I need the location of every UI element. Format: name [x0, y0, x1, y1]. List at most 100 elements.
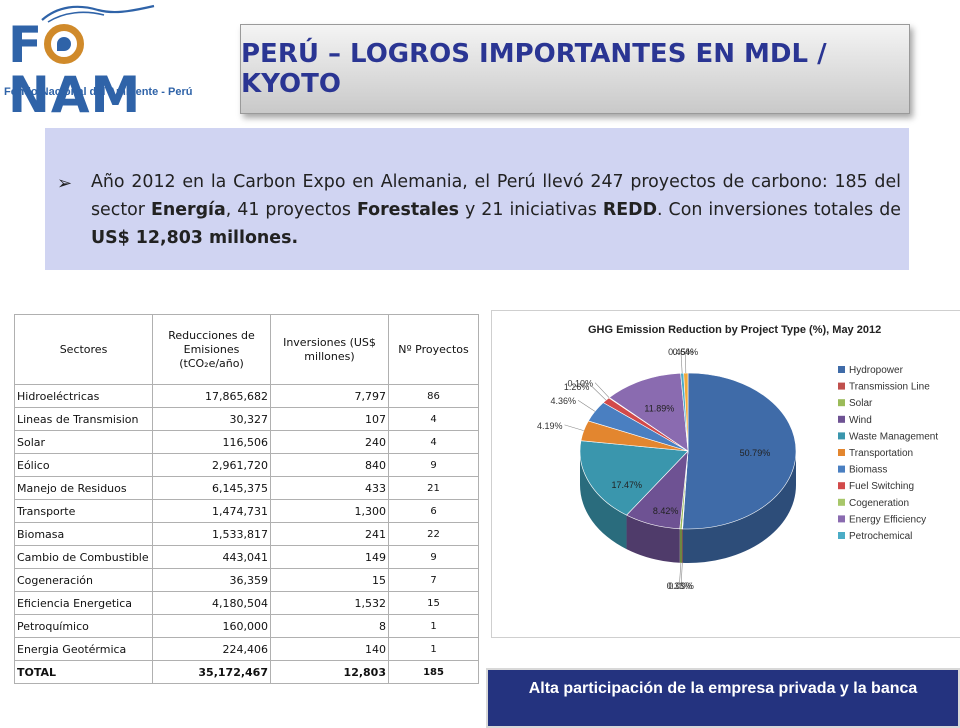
legend-swatch: [838, 532, 845, 539]
leader-line: [591, 386, 606, 400]
cell-reduction: 1,474,731: [153, 500, 271, 523]
pie-side-slice: [680, 529, 682, 563]
pie-side-slice: [682, 529, 683, 563]
legend-entry: Fuel Switching: [849, 481, 914, 492]
slice-value-label: 50.79%: [740, 448, 771, 458]
globe-icon: [44, 24, 84, 64]
cell-sector: Solar: [15, 431, 153, 454]
cell-investment: 107: [271, 408, 389, 431]
cell-investment: 149: [271, 546, 389, 569]
legend-entry: Biomass: [849, 465, 887, 476]
table-header-row: Sectores Reducciones de Emisiones (tCO₂e…: [15, 315, 479, 385]
cell-investment: 433: [271, 477, 389, 500]
legend-entry: Energy Efficiency: [849, 514, 926, 525]
cell-reduction: 443,041: [153, 546, 271, 569]
cell-sector: Cogeneración: [15, 569, 153, 592]
cell-reduction: 4,180,504: [153, 592, 271, 615]
cell-sector: Lineas de Transmision: [15, 408, 153, 431]
cell-investment: 240: [271, 431, 389, 454]
chart-title: GHG Emission Reduction by Project Type (…: [588, 324, 881, 336]
cell-sector: Biomasa: [15, 523, 153, 546]
legend-entry: Waste Management: [849, 431, 938, 442]
logo-subtitle: Fondo Nacional del Ambiente - Perú: [4, 86, 192, 98]
legend-entry: Solar: [849, 398, 873, 409]
cell-sector: Petroquímico: [15, 615, 153, 638]
legend-swatch: [838, 515, 845, 522]
cell-projects: 1: [389, 638, 479, 661]
legend-entry: Wind: [849, 415, 872, 426]
legend-entry: Transmission Line: [849, 382, 930, 393]
banner: Alta participación de la empresa privada…: [486, 668, 960, 728]
cell-investment: 840: [271, 454, 389, 477]
slice-value-label: 11.89%: [644, 403, 674, 413]
legend-swatch: [838, 399, 845, 406]
slice-value-label: 4.19%: [537, 421, 563, 431]
cell-projects: 21: [389, 477, 479, 500]
header-projects: Nº Proyectos: [389, 315, 479, 385]
cell-reduction: 36,359: [153, 569, 271, 592]
slice-value-label: 0.64%: [673, 347, 699, 357]
cell-sector: Hidroeléctricas: [15, 385, 153, 408]
slice-value-label: 0.33%: [667, 581, 693, 591]
legend-swatch: [838, 366, 845, 373]
cell-sector: Energia Geotérmica: [15, 638, 153, 661]
legend-entry: Hydropower: [849, 365, 904, 376]
slice-value-label: 17.47%: [611, 480, 642, 490]
cell-investment: 7,797: [271, 385, 389, 408]
pie-chart-svg: GHG Emission Reduction by Project Type (…: [492, 311, 960, 637]
cell-reduction: 35,172,467: [153, 661, 271, 684]
header-sector: Sectores: [15, 315, 153, 385]
cell-reduction: 6,145,375: [153, 477, 271, 500]
legend-swatch: [838, 482, 845, 489]
legend-swatch: [838, 383, 845, 390]
sector-table: Sectores Reducciones de Emisiones (tCO₂e…: [14, 314, 479, 684]
cell-sector: Manejo de Residuos: [15, 477, 153, 500]
fonam-logo: FNAM Fondo Nacional del Ambiente - Perú: [4, 2, 200, 102]
cell-reduction: 116,506: [153, 431, 271, 454]
summary-text: Año 2012 en la Carbon Expo en Alemania, …: [91, 168, 901, 252]
cell-reduction: 1,533,817: [153, 523, 271, 546]
cell-reduction: 17,865,682: [153, 385, 271, 408]
cell-projects: 7: [389, 569, 479, 592]
cell-projects: 15: [389, 592, 479, 615]
cell-investment: 15: [271, 569, 389, 592]
cell-sector: Eólico: [15, 454, 153, 477]
slice-value-label: 4.36%: [550, 396, 576, 406]
cell-projects: 6: [389, 500, 479, 523]
legend-entry: Petrochemical: [849, 531, 912, 542]
leader-line: [565, 425, 584, 431]
header-reduction: Reducciones de Emisiones (tCO₂e/año): [153, 315, 271, 385]
summary-panel: ➢ Año 2012 en la Carbon Expo en Alemania…: [45, 128, 909, 270]
slice-value-label: 0.10%: [568, 379, 594, 389]
cell-reduction: 2,961,720: [153, 454, 271, 477]
cell-reduction: 30,327: [153, 408, 271, 431]
legend-entry: Cogeneration: [849, 498, 909, 509]
cell-investment: 1,300: [271, 500, 389, 523]
arrow-bullet-icon: ➢: [57, 173, 72, 194]
title-box: PERÚ – LOGROS IMPORTANTES EN MDL / KYOTO: [240, 24, 910, 114]
cell-projects: 22: [389, 523, 479, 546]
slice-value-label: 8.42%: [653, 506, 679, 516]
legend-swatch: [838, 449, 845, 456]
cell-projects: 9: [389, 546, 479, 569]
cell-investment: 140: [271, 638, 389, 661]
logo-wordmark: FNAM: [8, 20, 200, 120]
cell-sector: TOTAL: [15, 661, 153, 684]
legend-swatch: [838, 466, 845, 473]
header-investment: Inversiones (US$ millones): [271, 315, 389, 385]
cell-reduction: 224,406: [153, 638, 271, 661]
cell-projects: 4: [389, 408, 479, 431]
cell-sector: Cambio de Combustible: [15, 546, 153, 569]
